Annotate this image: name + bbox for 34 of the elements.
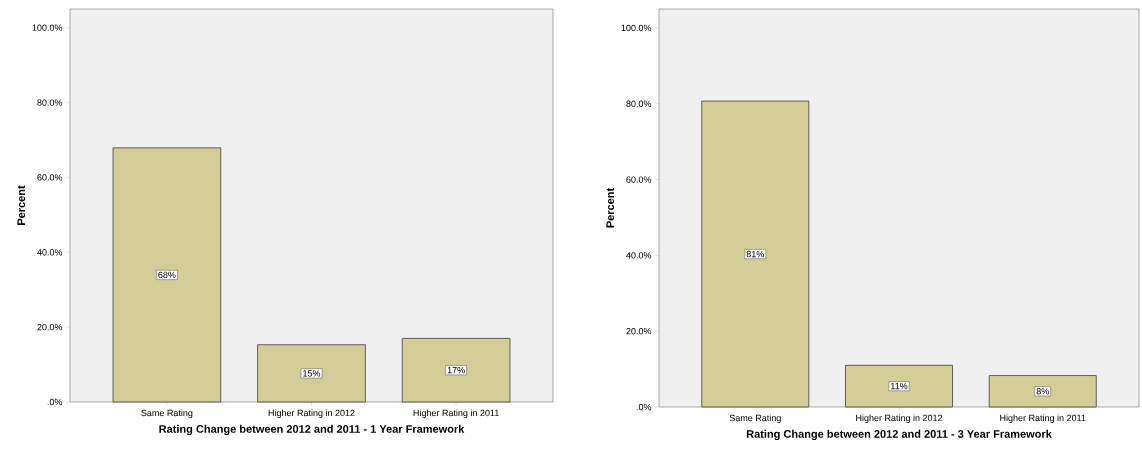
y-tick-label: .0% — [636, 403, 652, 411]
x-tick-label: Higher Rating in 2011 — [1000, 414, 1086, 423]
x-axis-title: Rating Change between 2012 and 2011 - 1 Year Framework — [159, 424, 465, 436]
data-label: 68% — [158, 271, 176, 279]
x-tick-label: Same Rating — [141, 409, 193, 418]
y-tick-label: .0% — [47, 398, 63, 406]
x-axis-title: Rating Change between 2012 and 2011 - 3 Year Framework — [746, 429, 1052, 441]
y-tick-label: 100.0% — [621, 24, 652, 32]
bar — [845, 364, 953, 408]
data-label: 11% — [891, 383, 908, 390]
x-tick-label: Same Rating — [729, 414, 781, 423]
bar — [257, 344, 366, 403]
y-axis-title: Percent — [606, 187, 615, 228]
y-tick-label: 40.0% — [626, 252, 652, 259]
x-tick-label: Higher Rating in 2012 — [856, 414, 943, 423]
y-tick-label: 20.0% — [626, 328, 652, 335]
y-tick-label: 100.0% — [32, 24, 63, 31]
y-tick-label: 40.0% — [37, 249, 63, 256]
bar — [401, 337, 511, 403]
y-tick-label: 20.0% — [37, 323, 63, 331]
y-tick-label: 60.0% — [37, 174, 63, 181]
data-label: 81% — [746, 250, 764, 258]
y-axis-title: Percent — [17, 185, 26, 225]
data-label: 17% — [447, 367, 465, 374]
y-tick-label: 80.0% — [626, 100, 652, 107]
x-tick-label: Higher Rating in 2012 — [268, 409, 355, 418]
data-label: 8% — [1036, 388, 1049, 395]
y-tick-label: 60.0% — [626, 176, 652, 183]
x-tick-label: Higher Rating in 2011 — [413, 409, 499, 418]
bar — [112, 147, 222, 403]
bar — [988, 375, 1097, 408]
data-label: 15% — [303, 370, 321, 377]
bar — [701, 100, 810, 408]
y-tick-label: 80.0% — [37, 99, 63, 106]
